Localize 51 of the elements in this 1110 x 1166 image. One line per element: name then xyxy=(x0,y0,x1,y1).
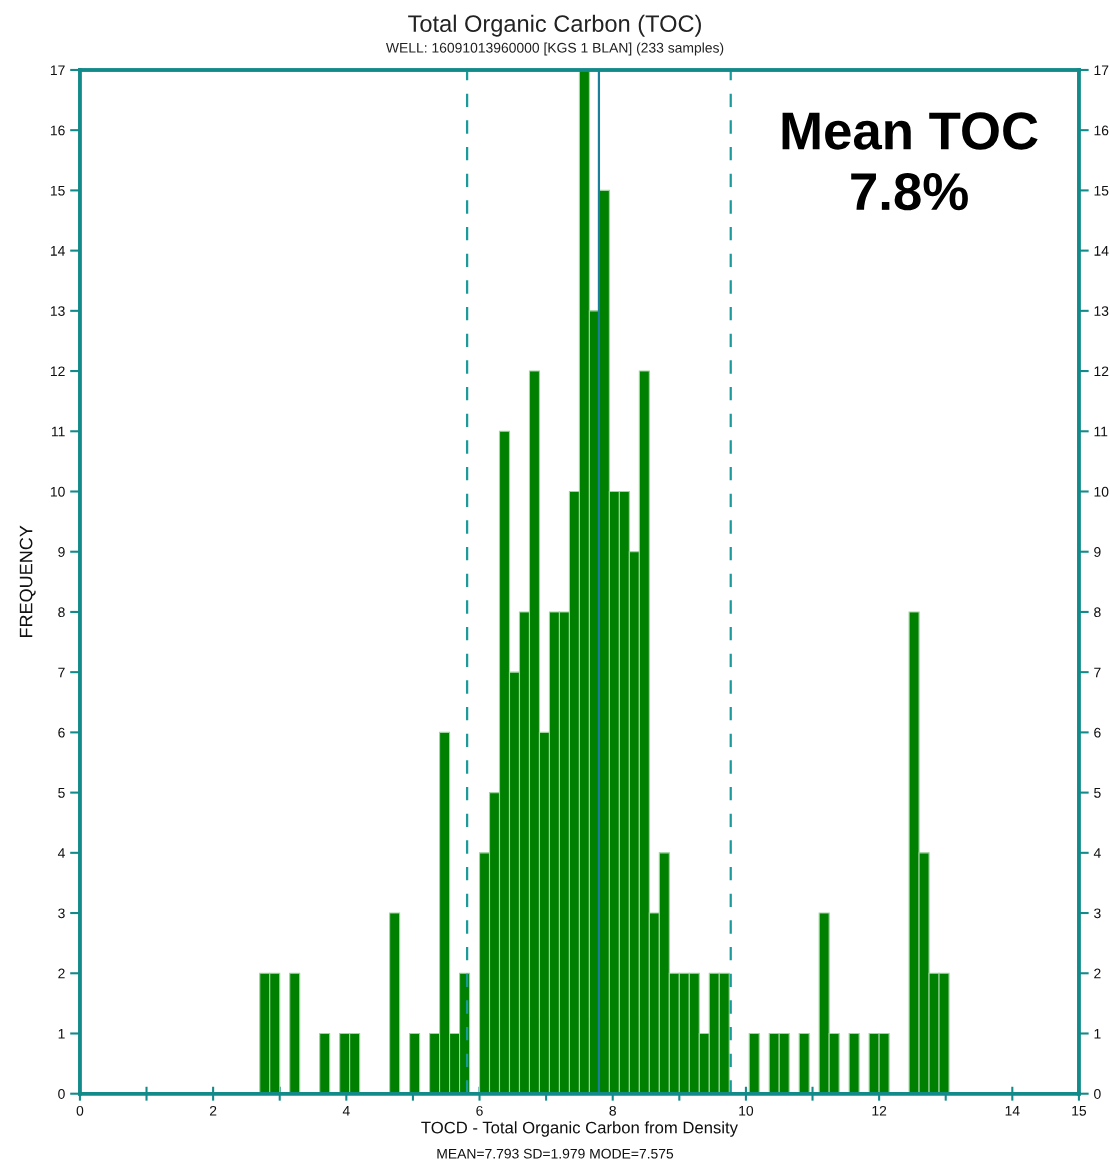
y2-tick-label: 4 xyxy=(1093,848,1101,858)
y-tick-label: 13 xyxy=(50,306,65,317)
x-tick-label: 15 xyxy=(1072,1106,1087,1116)
y2-tick-label: 12 xyxy=(1094,366,1109,377)
x-tick-label: 8 xyxy=(609,1105,616,1116)
chart-subtitle: WELL: 16091013960000 [KGS 1 BLAN] (233 samples) xyxy=(385,42,724,56)
y2-tick-label: 1 xyxy=(1094,1028,1101,1039)
y2-tick-label: 6 xyxy=(1094,727,1101,738)
y2-tick-label: 15 xyxy=(1094,185,1109,196)
y-tick-label: 10 xyxy=(50,486,65,497)
y-tick-label: 16 xyxy=(50,125,65,136)
x-tick-label: 10 xyxy=(739,1105,754,1116)
x-tick-label: 6 xyxy=(476,1105,483,1116)
y2-tick-label: 10 xyxy=(1094,486,1109,497)
y-tick-label: 3 xyxy=(58,908,65,919)
y2-tick-label: 17 xyxy=(1094,65,1109,75)
x-tick-label: 4 xyxy=(342,1106,350,1116)
y2-tick-label: 14 xyxy=(1094,246,1109,256)
y-tick-label: 1 xyxy=(58,1028,65,1039)
y-tick-label: 15 xyxy=(50,185,65,196)
x-tick-label: 12 xyxy=(872,1105,887,1116)
y-tick-label: 0 xyxy=(58,1089,65,1099)
y2-tick-label: 8 xyxy=(1094,607,1101,618)
x-tick-label: 2 xyxy=(209,1105,217,1116)
y2-tick-label: 2 xyxy=(1094,968,1101,979)
y2-tick-label: 5 xyxy=(1094,788,1101,798)
y2-tick-label: 0 xyxy=(1094,1089,1101,1099)
annotation: Mean TOC 7.8% xyxy=(782,112,1038,211)
y-tick-label: 6 xyxy=(58,727,65,738)
y2-tick-label: 16 xyxy=(1094,125,1109,136)
chart-title: Total Organic Carbon (TOC) xyxy=(408,14,701,37)
y2-tick-label: 7 xyxy=(1094,667,1101,678)
x-tick-label: 14 xyxy=(1005,1106,1020,1116)
y2-tick-label: 3 xyxy=(1094,908,1101,919)
y-tick-label: 17 xyxy=(50,65,65,75)
y-tick-label: 14 xyxy=(50,246,65,256)
y-axis-title: FREQUENCY xyxy=(19,525,36,638)
y2-tick-label: 13 xyxy=(1094,306,1109,317)
y-tick-label: 4 xyxy=(57,848,65,858)
y-tick-label: 11 xyxy=(51,426,65,437)
x-axis-title: TOCD - Total Organic Carbon from Density xyxy=(421,1121,738,1137)
y2-tick-label: 9 xyxy=(1094,547,1101,557)
y-tick-label: 9 xyxy=(58,547,65,557)
y-tick-label: 2 xyxy=(58,968,65,979)
x-tick-label: 0 xyxy=(76,1105,84,1116)
y-tick-label: 8 xyxy=(58,607,65,618)
y-tick-label: 12 xyxy=(50,366,65,377)
y2-tick-label: 11 xyxy=(1094,426,1108,437)
y-tick-label: 7 xyxy=(58,667,65,678)
text: MEAN=7.793 SD=1.979 MODE=7.575 xyxy=(437,1148,674,1159)
y-tick-label: 5 xyxy=(58,788,65,798)
